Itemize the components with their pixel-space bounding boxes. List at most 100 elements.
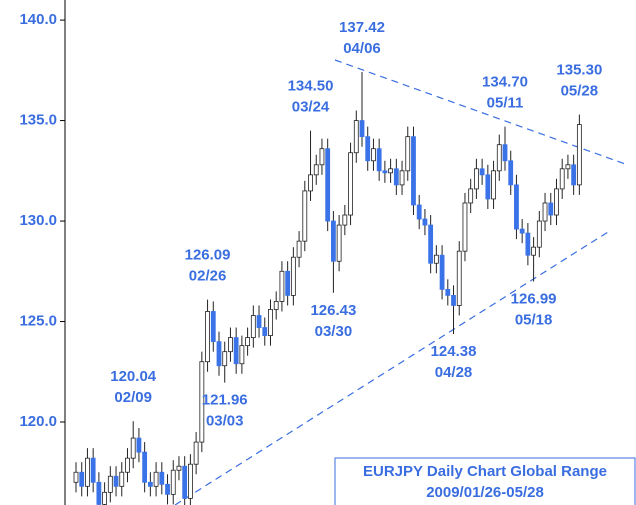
candle-body — [348, 152, 353, 216]
candle-body — [508, 160, 514, 186]
candle-body — [496, 144, 502, 172]
annotation-date: 04/28 — [435, 364, 473, 381]
candle-body — [342, 214, 348, 226]
annotation-date: 05/18 — [515, 312, 553, 329]
candle-body — [96, 481, 102, 505]
candle-body — [514, 184, 519, 230]
candle-body — [107, 475, 113, 493]
candle-body — [559, 168, 565, 190]
candle-body — [371, 148, 376, 162]
candle-body — [176, 465, 182, 471]
y-tick-label: 135.0 — [19, 112, 57, 129]
annotation-date: 04/06 — [343, 40, 381, 57]
candle-body — [119, 471, 125, 487]
annotation-value: 137.42 — [339, 19, 385, 36]
candle-body — [142, 451, 148, 483]
candle-body — [279, 270, 285, 302]
candle-body — [336, 224, 342, 262]
candle-body — [199, 361, 205, 443]
candle-body — [359, 120, 365, 138]
candle-body — [182, 465, 188, 499]
candle-body — [439, 254, 445, 290]
candle-body — [125, 457, 130, 473]
candle-body — [365, 136, 371, 162]
candle-body — [519, 228, 525, 234]
candle-body — [531, 246, 536, 256]
annotation-date: 02/09 — [114, 389, 152, 406]
candle-body — [319, 148, 325, 166]
candle-body — [565, 164, 571, 170]
annotation-date: 03/24 — [292, 99, 330, 116]
candle-body — [405, 136, 411, 172]
candle-body — [233, 337, 239, 365]
candle-body — [165, 483, 170, 495]
candle-body — [411, 136, 416, 206]
candle-body — [485, 174, 491, 200]
candle-body — [479, 168, 485, 176]
annotation-date: 03/03 — [206, 413, 244, 430]
candle-body — [382, 170, 388, 174]
annotation-value: 121.96 — [202, 392, 248, 409]
candle-body — [136, 437, 142, 453]
candle-body — [422, 218, 428, 226]
candle-body — [468, 188, 474, 204]
annotation-value: 124.38 — [431, 343, 477, 360]
candle-body — [376, 148, 382, 172]
candle-body — [285, 270, 291, 296]
candle-body — [239, 345, 245, 365]
candle-body — [130, 437, 136, 459]
candle-body — [187, 463, 193, 499]
candle-body — [153, 471, 159, 487]
candle-body — [102, 491, 107, 505]
candle-body — [113, 475, 119, 487]
lower-trendline — [174, 231, 609, 505]
candle-body — [330, 220, 336, 262]
candle-body — [393, 168, 399, 186]
candle-body — [548, 202, 554, 216]
title-box — [334, 457, 636, 505]
candle-body — [210, 311, 216, 343]
candle-body — [296, 240, 302, 258]
candle-body — [554, 188, 559, 216]
candle-body — [290, 256, 296, 296]
candle-body — [273, 301, 279, 310]
candle-body — [576, 124, 582, 186]
candle-body — [268, 309, 273, 336]
candle-body — [491, 170, 496, 200]
candle-body — [262, 327, 268, 336]
annotation-value: 135.30 — [556, 62, 602, 79]
y-tick-label: 140.0 — [19, 11, 57, 28]
candle-body — [445, 288, 451, 296]
candle-body — [256, 315, 262, 328]
candle-body — [325, 148, 331, 222]
candle-body — [308, 174, 313, 192]
candle-body — [502, 144, 508, 162]
annotation-value: 134.50 — [288, 78, 334, 95]
candle-body — [536, 220, 542, 248]
candle-body — [216, 341, 222, 367]
annotation-value: 134.70 — [482, 74, 528, 91]
candle-body — [571, 164, 577, 186]
chart-subtitle: 2009/01/26-05/28 — [426, 484, 544, 501]
candle-body — [428, 224, 434, 264]
candle-body — [433, 254, 439, 264]
candle-body — [399, 170, 405, 186]
y-tick-label: 125.0 — [19, 312, 57, 329]
annotation-value: 120.04 — [110, 368, 157, 385]
y-tick-label: 130.0 — [19, 212, 57, 229]
candle-body — [353, 120, 359, 154]
candle-body — [416, 204, 422, 220]
candle-body — [85, 457, 90, 487]
annotation-value: 126.99 — [511, 291, 557, 308]
candle-body — [228, 337, 233, 353]
annotation-date: 02/26 — [189, 268, 227, 285]
candle-body — [159, 471, 165, 485]
annotation-date: 05/11 — [487, 95, 524, 112]
annotation-date: 05/28 — [561, 83, 599, 100]
candle-body — [451, 295, 456, 306]
candle-body — [147, 481, 153, 487]
candle-body — [542, 202, 548, 222]
candle-body — [388, 168, 394, 174]
